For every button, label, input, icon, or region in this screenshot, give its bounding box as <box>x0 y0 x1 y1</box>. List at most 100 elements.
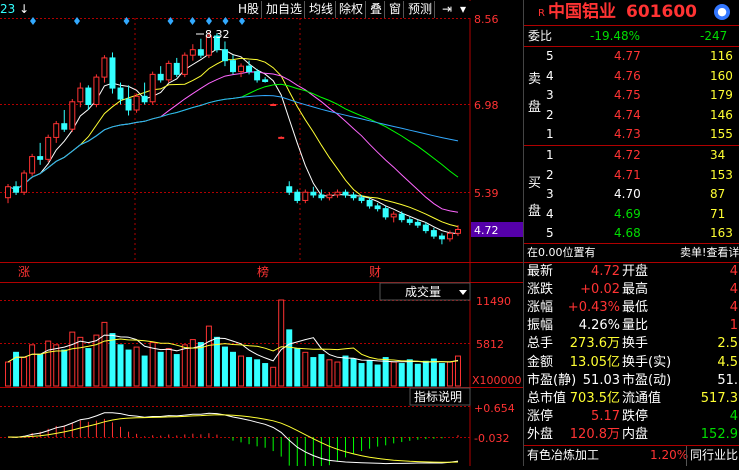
buy-row[interactable]: 3 4.70 87 <box>524 185 739 204</box>
volume-bar <box>125 349 132 387</box>
industry-compare-button[interactable]: 同行业比较 <box>686 446 739 466</box>
candle-body <box>133 95 140 111</box>
buy-price: 4.69 <box>614 206 641 221</box>
sell-row[interactable]: 5 4.77 116 <box>524 47 739 66</box>
sell-volume: 155 <box>710 127 733 141</box>
header-separator <box>524 25 739 26</box>
candle-body <box>406 219 413 223</box>
candle-body <box>197 49 204 56</box>
footer-separator <box>524 445 739 446</box>
volume-bar <box>13 351 20 387</box>
volume-ma-lines <box>7 334 459 363</box>
buy-price: 4.68 <box>614 226 641 240</box>
volume-bar <box>278 299 285 387</box>
volume-bar <box>422 360 429 387</box>
buy-row[interactable]: 4 4.69 71 <box>524 205 739 224</box>
sell-level: 3 <box>546 88 554 102</box>
volume-selector[interactable] <box>379 282 471 301</box>
volume-bar <box>230 351 236 387</box>
candle-body <box>270 104 277 107</box>
sell-row[interactable]: 2 4.74 146 <box>524 106 739 125</box>
candle-body <box>262 79 269 82</box>
quote-value-2: 4 <box>729 282 738 298</box>
kline-chart-svg[interactable]: 8.32 8.56 6.98 5.39 4.72 涨 榜 财 11490 581… <box>0 0 523 470</box>
quote-label-2: 流通值 <box>622 390 662 406</box>
candle-body <box>430 230 437 237</box>
indicator-explain-button[interactable] <box>409 387 471 406</box>
toolbar-button-overlay[interactable]: 叠 <box>368 1 386 18</box>
event-marker-bang[interactable]: 榜 <box>257 264 269 279</box>
candle-body <box>53 123 60 138</box>
candle-body <box>21 172 28 193</box>
candle-body <box>77 87 84 103</box>
quote-value-2: 4 <box>729 300 738 316</box>
candle-body <box>85 87 92 106</box>
volume-bar <box>21 357 28 387</box>
diamond-marker-icon <box>30 17 36 25</box>
dea-line <box>7 414 459 463</box>
ma20-line <box>7 71 459 213</box>
price-axis-label-mid: 6.98 <box>474 99 499 112</box>
volume-bar <box>205 325 212 387</box>
sell-price: 4.73 <box>614 127 641 141</box>
quote-value: 273.6万 <box>569 336 620 352</box>
toolbar-button-hshare[interactable]: H股 <box>236 1 263 18</box>
candle-body <box>246 65 253 73</box>
toolbar-button-exright[interactable]: 除权 <box>337 1 367 18</box>
volume-bar <box>189 339 196 387</box>
candle-body <box>213 35 220 51</box>
event-marker-cai[interactable]: 财 <box>369 265 381 279</box>
toolbar-left-value: 23 ↓ <box>0 0 40 18</box>
volume-bar <box>149 342 156 387</box>
buy-label-char-1: 买 <box>528 176 542 191</box>
candle-body <box>302 191 309 201</box>
weibi-diff: -247 <box>700 29 728 43</box>
toolbar-button-add-watchlist[interactable]: 加自选 <box>264 1 306 18</box>
volume-bar <box>334 361 341 387</box>
buy-price: 4.71 <box>614 167 641 182</box>
buy-price: 4.70 <box>614 187 641 201</box>
toolbar-dropdown-icon[interactable]: ▾ <box>455 1 471 18</box>
toolbar-button-ma[interactable]: 均线 <box>307 1 337 18</box>
moving-average-lines <box>7 48 459 235</box>
sell-row[interactable]: 4 4.76 160 <box>524 67 739 86</box>
volume-bar <box>398 363 405 387</box>
quote-value: 51.03 <box>582 372 620 388</box>
volume-bar <box>5 361 12 387</box>
quote-row: 总手 273.6万 换手 2.5 <box>524 335 739 353</box>
current-price-label: 4.72 <box>474 224 499 237</box>
quote-value: 4.72 <box>591 264 620 279</box>
volume-bar <box>294 348 301 387</box>
sell-volume: 160 <box>710 68 733 83</box>
buy-row[interactable]: 5 4.68 163 <box>524 224 739 243</box>
volume-bar <box>350 358 357 387</box>
info-circle-icon[interactable]: ● <box>714 4 730 20</box>
sell-row[interactable]: 3 4.75 179 <box>524 86 739 105</box>
event-marker-zhang[interactable]: 涨 <box>18 264 30 279</box>
volume-bar <box>213 336 220 387</box>
buy-row[interactable]: 2 4.71 153 <box>524 166 739 185</box>
volume-axis-unit: X100000 <box>472 374 522 387</box>
buy-row[interactable]: 1 4.72 34 <box>524 146 739 165</box>
candle-body <box>238 65 245 73</box>
volume-bar <box>262 363 269 387</box>
dif-line <box>7 412 459 465</box>
candle-body <box>37 156 44 160</box>
volume-bar <box>29 344 36 387</box>
toolbar-button-window[interactable]: 窗 <box>387 1 405 18</box>
position-bar[interactable]: 在0.00位置有 卖单!查看详 <box>524 244 739 261</box>
volume-bar <box>366 360 373 387</box>
sector-name[interactable]: 有色冶炼加工 <box>527 448 600 462</box>
volume-ma10-line <box>7 338 459 363</box>
toolbar-button-forecast[interactable]: 预测 <box>406 1 436 18</box>
diamond-marker-icon <box>74 17 80 25</box>
position-bar-right[interactable]: 卖单!查看详 <box>680 246 739 259</box>
kline-chart-area[interactable]: 8.32 8.56 6.98 5.39 4.72 涨 榜 财 11490 581… <box>0 0 523 470</box>
quote-label-2: 换手 <box>622 336 649 352</box>
sell-level: 5 <box>546 49 554 63</box>
sell-row[interactable]: 1 4.73 155 <box>524 125 739 144</box>
quote-label: 振幅 <box>527 318 554 334</box>
volume-bar <box>246 357 253 387</box>
top-diamond-markers <box>30 17 245 25</box>
quote-value-2: 2.5 <box>717 336 738 352</box>
